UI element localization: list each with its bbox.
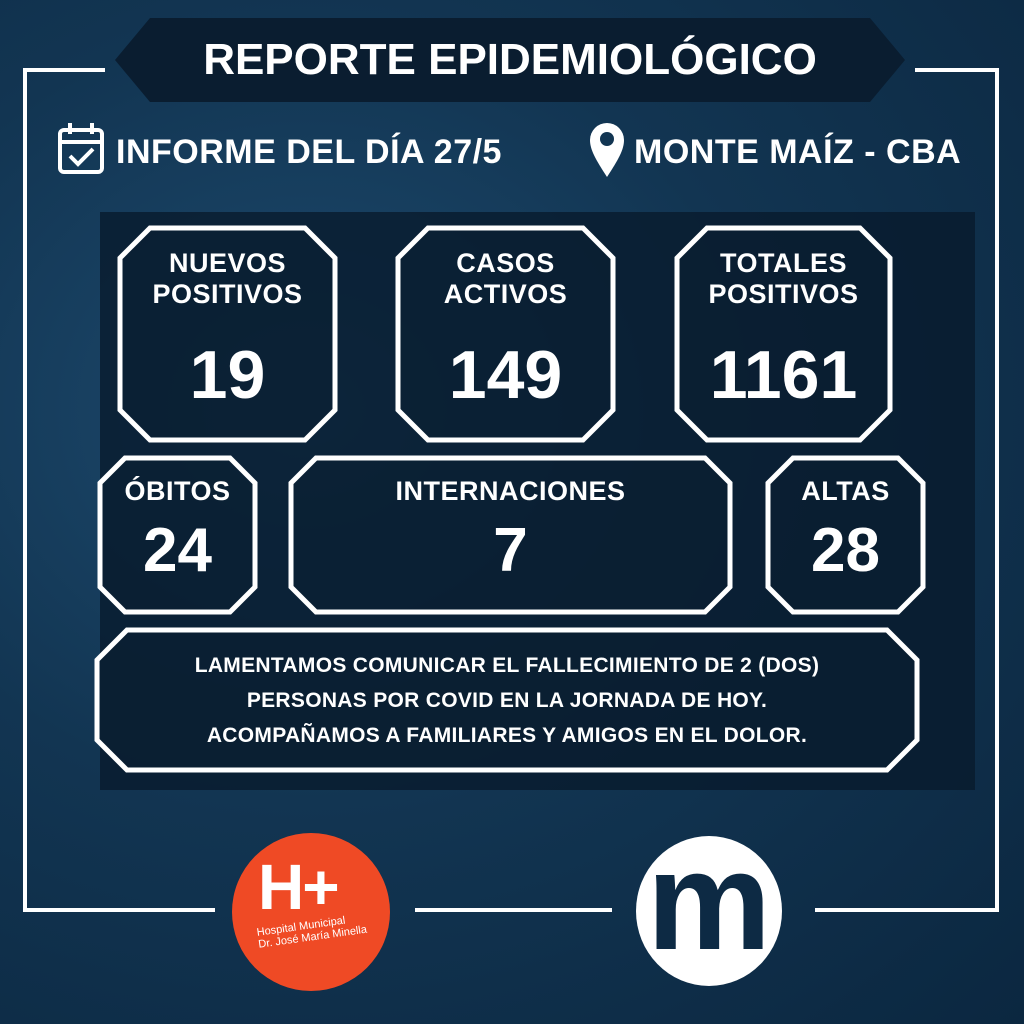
- location-label: MONTE MAÍZ - CBA: [634, 133, 962, 171]
- outer-frame: [23, 68, 999, 912]
- stat-obitos: ÓBITOS 24: [100, 476, 255, 583]
- stat-value: 7: [493, 516, 528, 585]
- box-nuevos-positivos: [117, 225, 338, 443]
- box-internaciones: [288, 455, 733, 615]
- stat-casos-activos: CASOS ACTIVOS 149: [398, 248, 613, 410]
- municipality-logo: m: [636, 822, 782, 986]
- message-line: PERSONAS POR COVID EN LA JORNADA DE HOY.: [246, 689, 768, 712]
- stat-totales-positivos: TOTALES POSITIVOS 1161: [677, 248, 890, 410]
- stat-label: TOTALES: [719, 248, 847, 278]
- calendar-check-icon: [58, 123, 104, 174]
- stat-altas: ALTAS 28: [768, 476, 923, 583]
- box-message: [94, 627, 920, 773]
- stat-label: POSITIVOS: [708, 279, 859, 309]
- stat-value: 149: [448, 337, 563, 413]
- stat-label: ÓBITOS: [124, 476, 231, 506]
- condolence-message: LAMENTAMOS COMUNICAR EL FALLECIMIENTO DE…: [97, 648, 917, 753]
- stat-internaciones: INTERNACIONES 7: [291, 476, 730, 583]
- stat-value: 24: [143, 516, 212, 585]
- box-casos-activos: [395, 225, 616, 443]
- stat-label: POSITIVOS: [152, 279, 303, 309]
- stats-panel: [100, 212, 975, 790]
- box-totales-positivos: [674, 225, 893, 443]
- stat-label: NUEVOS: [168, 248, 287, 278]
- box-altas: [765, 455, 926, 615]
- stat-nuevos-positivos: NUEVOS POSITIVOS 19: [120, 248, 335, 410]
- location-pin-icon: [590, 123, 624, 177]
- message-line: ACOMPAÑAMOS A FAMILIARES Y AMIGOS EN EL …: [206, 724, 808, 747]
- report-date: INFORME DEL DÍA 27/5: [116, 133, 502, 171]
- municipality-logo-mark: m: [646, 822, 772, 979]
- stat-label: ALTAS: [801, 476, 890, 506]
- stat-label: ACTIVOS: [443, 279, 568, 309]
- stat-value: 28: [811, 516, 880, 585]
- title-banner: [115, 18, 905, 102]
- message-line: LAMENTAMOS COMUNICAR EL FALLECIMIENTO DE…: [194, 654, 820, 677]
- stat-label: CASOS: [456, 248, 555, 278]
- stat-value: 1161: [709, 337, 858, 413]
- hospital-logo: H+ Hospital Municipal Dr. José María Min…: [232, 833, 390, 991]
- box-obitos: [97, 455, 258, 615]
- hospital-logo-mark: H+: [258, 851, 340, 923]
- stat-value: 19: [189, 337, 266, 413]
- stat-label: INTERNACIONES: [395, 476, 626, 506]
- page-title: REPORTE EPIDEMIOLÓGICO: [203, 35, 817, 84]
